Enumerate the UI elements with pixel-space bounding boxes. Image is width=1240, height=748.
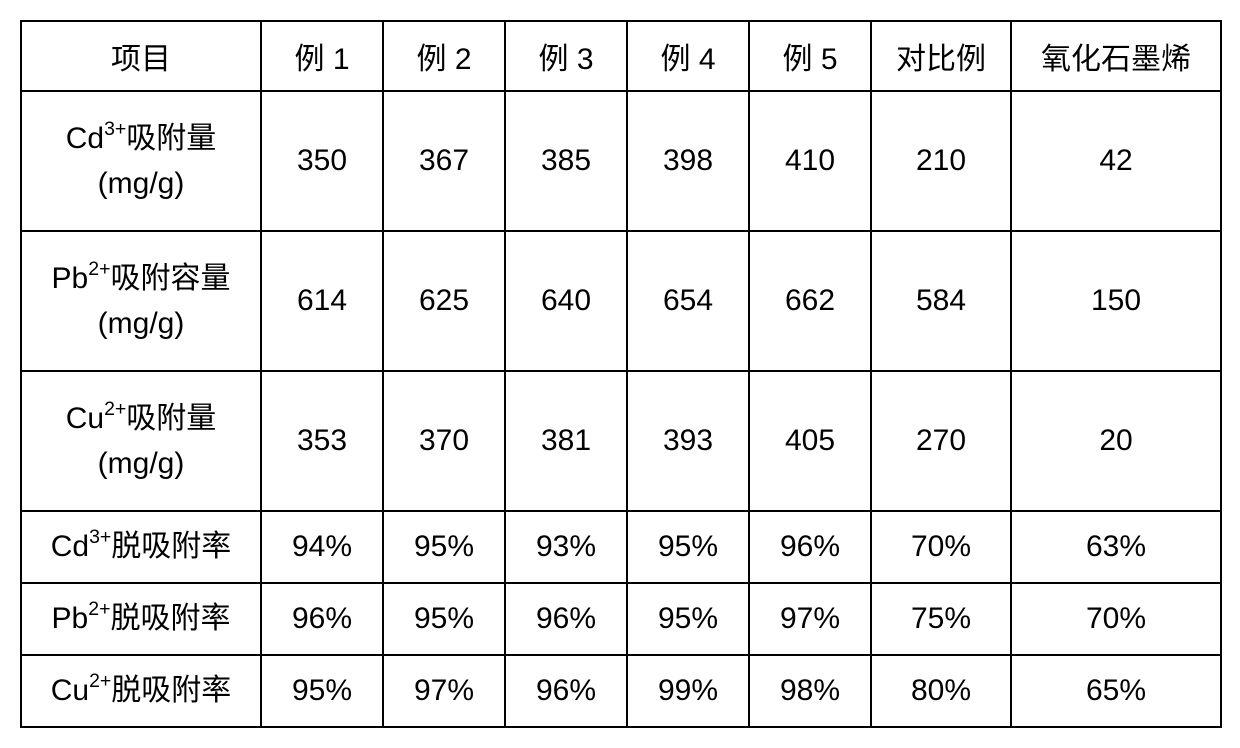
- cell-value: 99%: [627, 655, 749, 727]
- cell-value: 381: [505, 371, 627, 511]
- cell-value: 75%: [871, 583, 1011, 655]
- row-label: Pb2+脱吸附率: [21, 583, 261, 655]
- cell-value: 370: [383, 371, 505, 511]
- header-ex5: 例 5: [749, 21, 871, 91]
- cell-value: 96%: [749, 511, 871, 583]
- cell-value: 654: [627, 231, 749, 371]
- cell-value: 98%: [749, 655, 871, 727]
- adsorption-data-table-container: 项目 例 1 例 2 例 3 例 4 例 5 对比例 氧化石墨烯 Cd3+吸附量…: [20, 20, 1220, 728]
- cell-value: 350: [261, 91, 383, 231]
- cell-value: 385: [505, 91, 627, 231]
- header-ex4: 例 4: [627, 21, 749, 91]
- cell-value: 662: [749, 231, 871, 371]
- cell-value: 640: [505, 231, 627, 371]
- cell-value: 150: [1011, 231, 1221, 371]
- table-row: Cu2+吸附量(mg/g)35337038139340527020: [21, 371, 1221, 511]
- table-body: Cd3+吸附量(mg/g)35036738539841021042Pb2+吸附容…: [21, 91, 1221, 727]
- cell-value: 97%: [749, 583, 871, 655]
- table-row: Pb2+脱吸附率96%95%96%95%97%75%70%: [21, 583, 1221, 655]
- cell-value: 96%: [261, 583, 383, 655]
- cell-value: 95%: [627, 511, 749, 583]
- cell-value: 353: [261, 371, 383, 511]
- row-label: Cu2+吸附量(mg/g): [21, 371, 261, 511]
- cell-value: 70%: [871, 511, 1011, 583]
- table-row: Pb2+吸附容量(mg/g)614625640654662584150: [21, 231, 1221, 371]
- cell-value: 405: [749, 371, 871, 511]
- cell-value: 65%: [1011, 655, 1221, 727]
- cell-value: 210: [871, 91, 1011, 231]
- cell-value: 584: [871, 231, 1011, 371]
- cell-value: 398: [627, 91, 749, 231]
- cell-value: 97%: [383, 655, 505, 727]
- cell-value: 42: [1011, 91, 1221, 231]
- cell-value: 95%: [383, 583, 505, 655]
- table-row: Cd3+吸附量(mg/g)35036738539841021042: [21, 91, 1221, 231]
- cell-value: 70%: [1011, 583, 1221, 655]
- header-graphene: 氧化石墨烯: [1011, 21, 1221, 91]
- row-label: Cu2+脱吸附率: [21, 655, 261, 727]
- cell-value: 80%: [871, 655, 1011, 727]
- cell-value: 367: [383, 91, 505, 231]
- table-row: Cd3+脱吸附率94%95%93%95%96%70%63%: [21, 511, 1221, 583]
- header-ex2: 例 2: [383, 21, 505, 91]
- header-compare: 对比例: [871, 21, 1011, 91]
- row-label: Cd3+吸附量(mg/g): [21, 91, 261, 231]
- cell-value: 96%: [505, 583, 627, 655]
- cell-value: 95%: [383, 511, 505, 583]
- cell-value: 96%: [505, 655, 627, 727]
- row-label: Pb2+吸附容量(mg/g): [21, 231, 261, 371]
- table-header-row: 项目 例 1 例 2 例 3 例 4 例 5 对比例 氧化石墨烯: [21, 21, 1221, 91]
- header-item: 项目: [21, 21, 261, 91]
- cell-value: 614: [261, 231, 383, 371]
- header-ex3: 例 3: [505, 21, 627, 91]
- cell-value: 270: [871, 371, 1011, 511]
- cell-value: 94%: [261, 511, 383, 583]
- table-row: Cu2+脱吸附率95%97%96%99%98%80%65%: [21, 655, 1221, 727]
- cell-value: 95%: [261, 655, 383, 727]
- cell-value: 20: [1011, 371, 1221, 511]
- row-label: Cd3+脱吸附率: [21, 511, 261, 583]
- cell-value: 410: [749, 91, 871, 231]
- cell-value: 95%: [627, 583, 749, 655]
- cell-value: 393: [627, 371, 749, 511]
- cell-value: 63%: [1011, 511, 1221, 583]
- cell-value: 93%: [505, 511, 627, 583]
- header-ex1: 例 1: [261, 21, 383, 91]
- adsorption-data-table: 项目 例 1 例 2 例 3 例 4 例 5 对比例 氧化石墨烯 Cd3+吸附量…: [20, 20, 1222, 728]
- cell-value: 625: [383, 231, 505, 371]
